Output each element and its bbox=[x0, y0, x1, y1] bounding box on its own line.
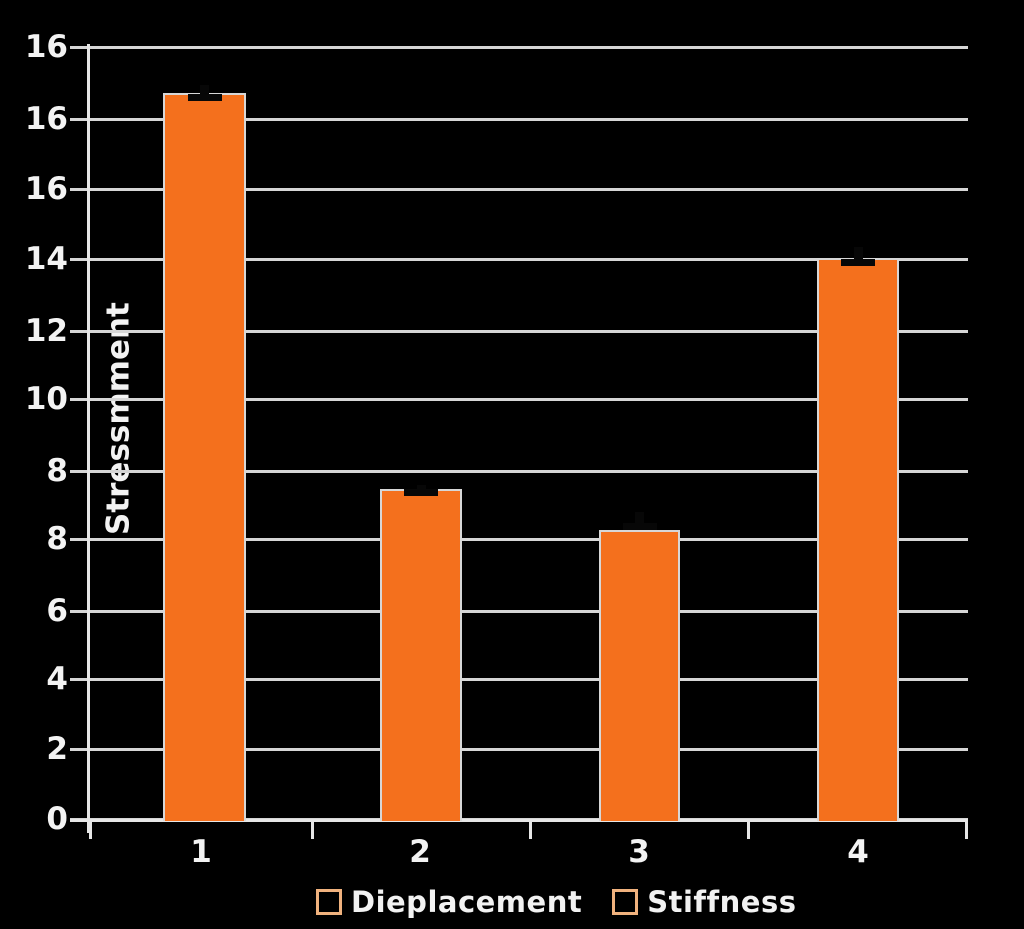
gridline bbox=[70, 748, 968, 751]
y-tick-label: 8 bbox=[46, 453, 68, 489]
x-axis-line bbox=[70, 819, 968, 822]
gridline bbox=[70, 678, 968, 681]
error-bar-cap bbox=[622, 523, 657, 530]
x-tick-mark bbox=[311, 819, 314, 839]
error-bar-stem bbox=[853, 247, 863, 265]
gridline bbox=[70, 470, 968, 473]
x-tick-label: 4 bbox=[847, 834, 869, 870]
x-tick-label: 1 bbox=[190, 834, 212, 870]
y-tick-label: 16 bbox=[24, 29, 68, 65]
gridline bbox=[70, 610, 968, 613]
y-tick-label: 8 bbox=[46, 521, 68, 557]
displacement-swatch bbox=[316, 889, 342, 915]
y-tick-label: 14 bbox=[24, 241, 68, 277]
stiffness-swatch bbox=[612, 889, 639, 915]
gridline bbox=[70, 46, 968, 49]
bar-category-2 bbox=[380, 489, 462, 821]
gridline bbox=[70, 538, 968, 541]
y-tick-label: 6 bbox=[46, 593, 68, 629]
y-axis-title-text: Stressmment bbox=[100, 302, 137, 535]
legend-item-displacement: Dieplacement bbox=[316, 885, 582, 919]
error-bar-stem bbox=[200, 85, 209, 100]
y-tick-label: 2 bbox=[46, 731, 68, 767]
x-tick-mark bbox=[965, 819, 968, 839]
x-tick-mark bbox=[529, 819, 532, 839]
y-axis-line bbox=[87, 44, 90, 833]
y-tick-label: 0 bbox=[46, 801, 68, 837]
bar-category-3 bbox=[599, 530, 680, 821]
legend-item-stiffness: Stiffness bbox=[612, 885, 796, 919]
bar-category-4 bbox=[817, 258, 899, 821]
stiffness-label: Stiffness bbox=[647, 885, 797, 919]
x-tick-mark bbox=[747, 819, 750, 839]
gridline bbox=[70, 118, 968, 121]
bar-category-1 bbox=[163, 93, 246, 821]
gridline bbox=[70, 398, 968, 401]
error-bar-stem bbox=[635, 512, 644, 529]
gridline bbox=[70, 330, 968, 333]
displacement-label: Dieplacement bbox=[351, 885, 583, 919]
y-tick-label: 4 bbox=[46, 661, 68, 697]
gridline bbox=[70, 258, 968, 261]
y-tick-label: 10 bbox=[24, 381, 68, 417]
y-tick-label: 16 bbox=[24, 101, 68, 137]
y-tick-label: 16 bbox=[24, 171, 68, 207]
x-tick-mark bbox=[89, 819, 92, 839]
x-tick-label: 2 bbox=[409, 834, 431, 870]
y-tick-label: 12 bbox=[24, 313, 68, 349]
error-bar-cap bbox=[404, 489, 438, 496]
x-tick-label: 3 bbox=[628, 834, 650, 870]
gridline bbox=[70, 188, 968, 191]
error-bar-cap bbox=[841, 259, 875, 266]
error-bar-cap bbox=[187, 94, 222, 101]
legend: Dieplacement Stiffness bbox=[316, 885, 796, 919]
